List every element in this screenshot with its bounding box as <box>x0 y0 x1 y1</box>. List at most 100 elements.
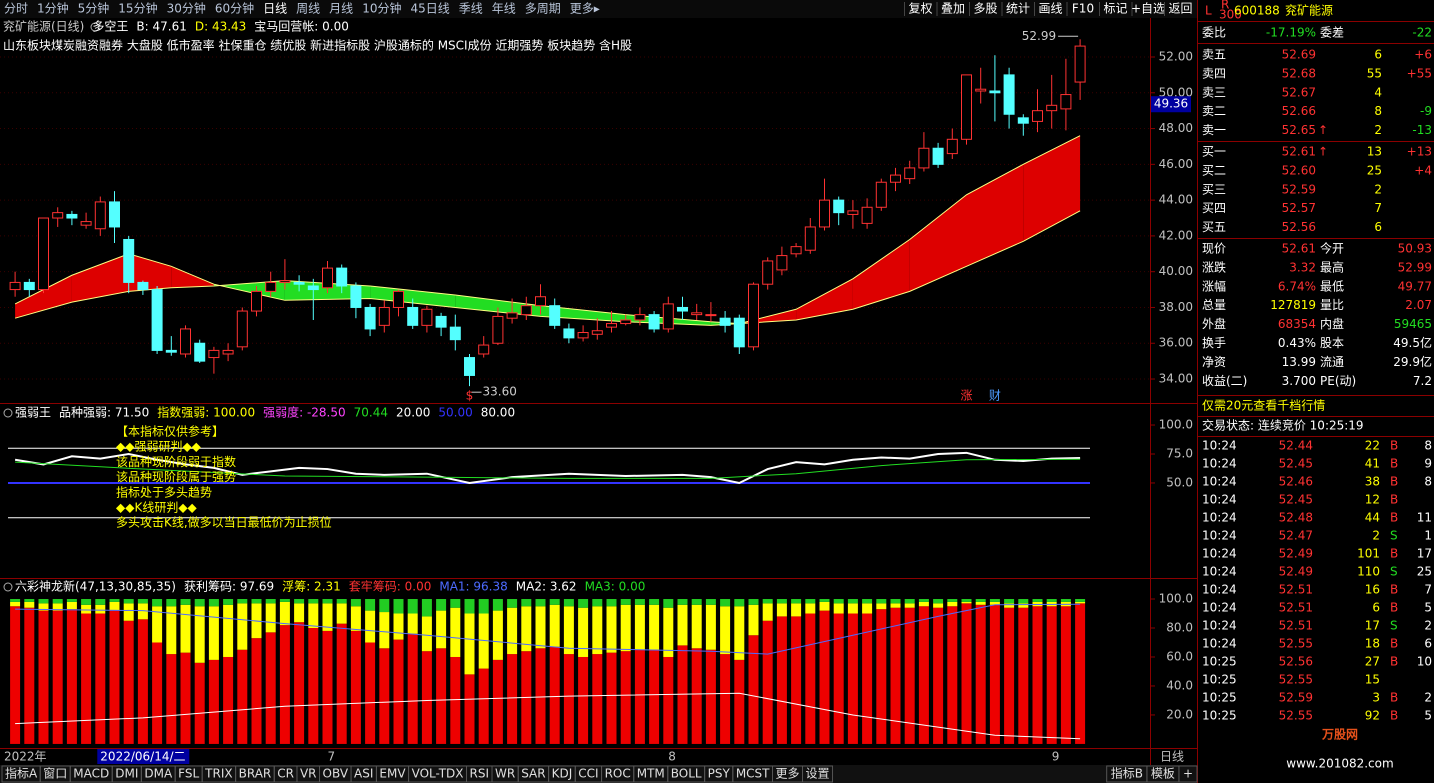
trade-count: 25 <box>1417 565 1432 579</box>
event-marker[interactable]: 涨 <box>960 388 972 403</box>
toolbar-button[interactable]: +自选 <box>1131 2 1165 16</box>
indicator-tab[interactable]: FSL <box>178 767 199 781</box>
stat-value: 68354 <box>1278 317 1316 331</box>
period-tab[interactable]: 1分钟 <box>37 1 69 16</box>
indicator-tab[interactable]: CR <box>277 767 294 781</box>
chip-bar <box>521 599 532 607</box>
indicator-tab[interactable]: BRAR <box>239 767 272 781</box>
indicator-tab[interactable]: WR <box>495 767 515 781</box>
indicator-tab[interactable]: DMA <box>144 767 173 781</box>
chip-bar <box>606 652 617 744</box>
chip-bar <box>208 599 219 607</box>
chip-bar <box>450 599 461 608</box>
candle-body <box>378 306 390 326</box>
toolbar-button[interactable]: 多股 <box>973 2 997 16</box>
candle-body <box>180 328 191 355</box>
chip-bar <box>833 603 844 614</box>
period-tab[interactable]: 周线 <box>296 2 320 16</box>
y-tick-label: 42.00 <box>1159 228 1193 242</box>
promo-link[interactable]: 仅需20元查看千档行情 <box>1202 399 1325 413</box>
indicator-tab[interactable]: OBV <box>323 767 349 781</box>
trade-volume: 38 <box>1365 475 1380 489</box>
period-tab[interactable]: 多周期 <box>525 2 561 16</box>
indicator-tab[interactable]: 更多 <box>776 767 800 781</box>
period-tab[interactable]: 分时 <box>4 2 28 16</box>
trade-side: B <box>1390 547 1398 561</box>
indicator-tab[interactable]: EMV <box>379 767 406 781</box>
indicator-tab[interactable]: DMI <box>115 767 138 781</box>
period-tab[interactable]: 30分钟 <box>167 1 206 16</box>
indicator-tab[interactable]: MACD <box>73 767 109 781</box>
chip-bar <box>791 599 802 604</box>
indicator-tab[interactable]: VOL-TDX <box>412 767 464 781</box>
chip-bar <box>521 606 532 652</box>
indicator-tab[interactable]: KDJ <box>552 767 573 781</box>
chip-bar <box>989 599 1000 602</box>
chip-bar <box>634 599 645 605</box>
indicator-toggle[interactable] <box>3 408 13 418</box>
y-tick-label: 44.00 <box>1159 193 1193 207</box>
indicator-tab[interactable]: SAR <box>521 767 545 781</box>
period-tab[interactable]: 日线 <box>263 2 287 16</box>
indicator-tab[interactable]: + <box>1183 767 1193 781</box>
indicator-tab[interactable]: TRIX <box>204 767 232 781</box>
toolbar-button[interactable]: 画线 <box>1038 2 1062 16</box>
chip-bar <box>123 599 134 604</box>
trade-volume: 92 <box>1365 709 1380 723</box>
indicator-tab[interactable]: BOLL <box>671 767 702 781</box>
band-area <box>1023 135 1081 242</box>
chip-bar <box>890 603 901 608</box>
candle-body <box>1017 117 1029 124</box>
indicator-tab[interactable]: MCST <box>736 767 770 781</box>
candle-body <box>137 281 149 291</box>
period-tab[interactable]: 季线 <box>459 2 483 16</box>
event-marker[interactable]: 财 <box>989 389 1001 403</box>
period-tab[interactable]: 15分钟 <box>118 1 157 16</box>
indicator-toggle[interactable] <box>90 22 100 32</box>
chip-bar <box>251 638 262 744</box>
band-area <box>71 253 129 303</box>
candle-body <box>421 308 433 326</box>
indicator-tab[interactable]: MTM <box>637 767 665 781</box>
period-tab[interactable]: 60分钟 <box>215 1 254 16</box>
book-label: 卖四 <box>1202 66 1226 80</box>
period-tab[interactable]: 月线 <box>329 2 353 16</box>
indicator-tab[interactable]: ASI <box>354 767 373 781</box>
chip-bar <box>918 599 929 602</box>
toolbar-button[interactable]: 统计 <box>1006 2 1030 16</box>
indicator-tab[interactable]: RSI <box>470 767 490 781</box>
indicator-tab[interactable]: 指标A <box>5 766 38 781</box>
indicator-tab[interactable]: PSY <box>708 767 731 781</box>
toolbar-button[interactable]: 复权 <box>908 2 932 16</box>
toolbar-button[interactable]: 标记 <box>1103 2 1127 16</box>
period-tab[interactable]: 5分钟 <box>78 1 110 16</box>
book-volume: 6 <box>1374 220 1382 234</box>
indicator-tab[interactable]: 模板 <box>1151 767 1175 781</box>
indicator-tab[interactable]: 窗口 <box>43 767 67 781</box>
period-tab[interactable]: 10分钟 <box>362 1 401 16</box>
y-tick-label: 36.00 <box>1159 336 1193 350</box>
indicator-tab[interactable]: VR <box>300 767 317 781</box>
event-marker[interactable]: $ <box>466 389 474 403</box>
candle-body <box>279 280 291 283</box>
period-tab[interactable]: 45日线 <box>410 2 449 16</box>
indicator-tab[interactable]: CCI <box>578 767 598 781</box>
book-label: 买一 <box>1202 145 1226 159</box>
period-tab[interactable]: 更多▸ <box>570 2 600 16</box>
toolbar-button[interactable]: F10 <box>1072 2 1094 16</box>
chip-bar <box>975 604 986 744</box>
toolbar-button[interactable]: 叠加 <box>941 2 965 16</box>
indicator-tab[interactable]: 设置 <box>806 767 830 781</box>
candle-body <box>634 314 646 321</box>
book-price: 52.69 <box>1282 48 1316 62</box>
toolbar-button[interactable]: 返回 <box>1168 2 1192 16</box>
period-tab[interactable]: 年线 <box>492 2 516 16</box>
chip-bar <box>1032 599 1043 602</box>
indicator-tab[interactable]: 指标B <box>1111 766 1143 781</box>
chip-bar <box>123 603 134 621</box>
indicator-toggle[interactable] <box>3 582 13 592</box>
chip-bar <box>450 607 461 657</box>
indicator-tab[interactable]: ROC <box>605 767 631 781</box>
chip-bar <box>933 599 944 604</box>
chip-bar <box>109 601 120 611</box>
